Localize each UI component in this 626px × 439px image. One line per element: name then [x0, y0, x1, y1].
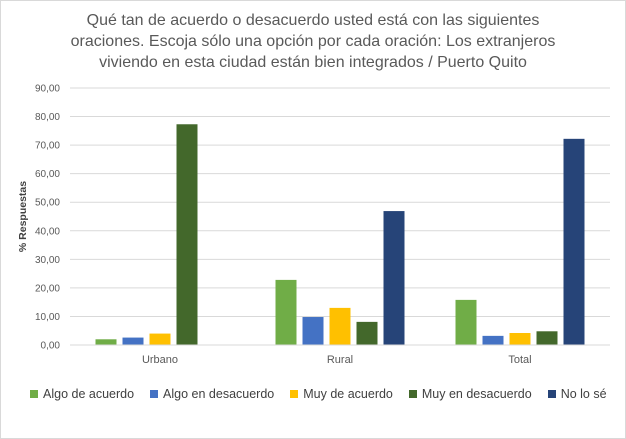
bar [563, 138, 585, 345]
legend-item: Algo de acuerdo [30, 387, 134, 401]
y-tick-label: 0,00 [41, 341, 61, 352]
legend-item: Muy en desacuerdo [408, 387, 532, 401]
y-tick-label: 70,00 [35, 141, 60, 152]
bar [275, 279, 297, 345]
bar [455, 299, 477, 345]
legend: Algo de acuerdo Algo en desacuerdo Muy de … [30, 384, 623, 404]
y-tick-label: 30,00 [35, 255, 60, 266]
x-category-label: Urbano [142, 354, 178, 366]
y-tick-label: 10,00 [35, 312, 60, 323]
bars [95, 124, 585, 345]
legend-swatch [547, 390, 556, 398]
bar [302, 317, 324, 345]
legend-label: Muy en desacuerdo [421, 387, 532, 401]
bar [536, 331, 558, 345]
y-axis-ticks: 0,00 10,00 20,00 30,00 40,00 50,00 60,00 70,00 8… [35, 84, 60, 352]
legend-label: Muy de acuerdo [303, 387, 393, 401]
bar [509, 333, 531, 345]
x-axis-categories: Urbano Rural Total [142, 354, 532, 366]
legend-swatch [290, 390, 299, 398]
chart-title: Qué tan de acuerdo o desacuerdo usted es… [0, 10, 626, 73]
y-tick-label: 60,00 [35, 169, 60, 180]
bar [95, 339, 117, 345]
legend-item: No lo sé [547, 387, 607, 401]
x-category-label: Total [508, 354, 531, 366]
legend-swatch [150, 390, 159, 398]
y-axis-label: % Respuestas [17, 181, 29, 252]
y-tick-label: 50,00 [35, 198, 60, 209]
bar [122, 337, 144, 345]
y-tick-label: 20,00 [35, 283, 60, 294]
bar [383, 211, 405, 345]
legend-item: Muy de acuerdo [290, 387, 393, 401]
chart-title-line: Qué tan de acuerdo o desacuerdo usted es… [86, 12, 540, 29]
chart-title-line: viviendo en esta ciudad están bien integ… [99, 54, 527, 71]
gridlines [70, 87, 610, 317]
bar [482, 335, 504, 345]
bar [176, 124, 198, 345]
legend-swatch [30, 390, 38, 398]
x-category-label: Rural [327, 354, 353, 366]
legend-item: Algo en desacuerdo [150, 387, 274, 401]
y-tick-label: 90,00 [35, 84, 60, 95]
y-tick-label: 80,00 [35, 112, 60, 123]
legend-label: Algo en desacuerdo [163, 387, 275, 401]
legend-swatch [408, 390, 417, 398]
legend-label: Algo de acuerdo [43, 387, 135, 401]
legend-label: No lo sé [560, 387, 607, 401]
bar [329, 307, 351, 345]
bar [149, 333, 171, 345]
bar [356, 321, 378, 345]
y-tick-label: 40,00 [35, 226, 60, 237]
chart-title-line: oraciones. Escoja sólo una opción por ca… [70, 33, 556, 50]
